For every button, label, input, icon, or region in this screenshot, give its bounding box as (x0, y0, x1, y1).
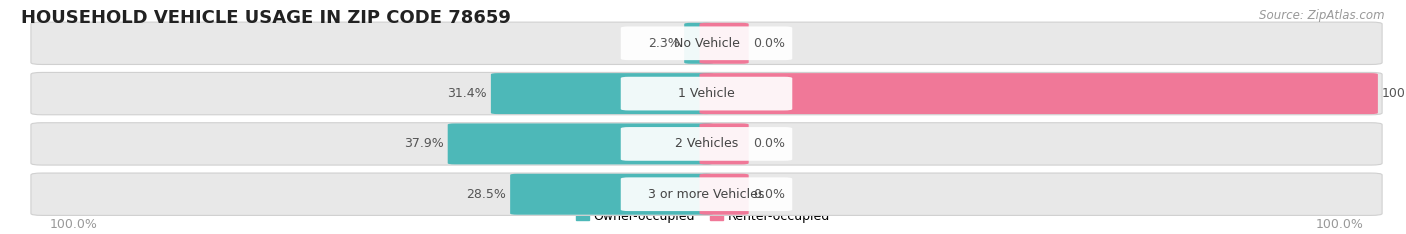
Text: 0.0%: 0.0% (754, 188, 785, 201)
Text: 28.5%: 28.5% (465, 188, 506, 201)
Text: 0.0%: 0.0% (754, 37, 785, 50)
Text: 2 Vehicles: 2 Vehicles (675, 137, 738, 150)
Text: No Vehicle: No Vehicle (673, 37, 740, 50)
Text: 3 or more Vehicles: 3 or more Vehicles (648, 188, 765, 201)
Text: HOUSEHOLD VEHICLE USAGE IN ZIP CODE 78659: HOUSEHOLD VEHICLE USAGE IN ZIP CODE 7865… (21, 9, 510, 27)
Text: 100.0%: 100.0% (49, 218, 97, 231)
Legend: Owner-occupied, Renter-occupied: Owner-occupied, Renter-occupied (571, 205, 835, 228)
Text: 0.0%: 0.0% (754, 137, 785, 150)
Text: 1 Vehicle: 1 Vehicle (678, 87, 735, 100)
Text: 100.0%: 100.0% (1382, 87, 1406, 100)
Text: Source: ZipAtlas.com: Source: ZipAtlas.com (1260, 9, 1385, 22)
Text: 2.3%: 2.3% (648, 37, 681, 50)
Text: 100.0%: 100.0% (1316, 218, 1364, 231)
Text: 37.9%: 37.9% (404, 137, 443, 150)
Text: 31.4%: 31.4% (447, 87, 486, 100)
